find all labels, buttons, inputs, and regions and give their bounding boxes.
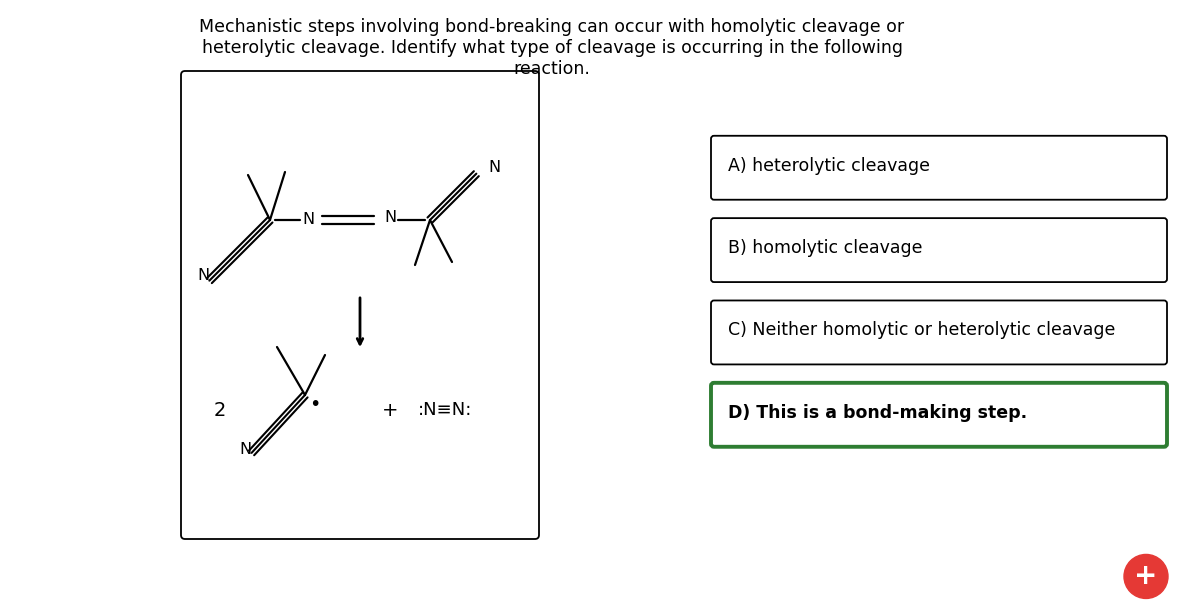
Text: +: + [382, 401, 398, 420]
FancyBboxPatch shape [710, 301, 1166, 364]
FancyBboxPatch shape [710, 218, 1166, 282]
FancyBboxPatch shape [710, 136, 1166, 199]
Text: •: • [310, 395, 320, 415]
Text: N: N [302, 212, 314, 228]
Text: N: N [239, 442, 251, 456]
Text: 2: 2 [214, 401, 226, 420]
Text: B) homolytic cleavage: B) homolytic cleavage [728, 239, 923, 257]
Text: C) Neither homolytic or heterolytic cleavage: C) Neither homolytic or heterolytic clea… [728, 321, 1115, 339]
Text: :N≡N:: :N≡N: [418, 401, 472, 419]
Circle shape [1124, 554, 1168, 598]
FancyBboxPatch shape [181, 71, 539, 539]
FancyBboxPatch shape [710, 383, 1166, 447]
Text: A) heterolytic cleavage: A) heterolytic cleavage [728, 157, 930, 174]
Text: Mechanistic steps involving bond-breaking can occur with homolytic cleavage or
h: Mechanistic steps involving bond-breakin… [199, 18, 905, 78]
Text: N: N [197, 268, 209, 282]
Text: D) This is a bond-making step.: D) This is a bond-making step. [728, 404, 1027, 422]
Text: +: + [1134, 562, 1158, 590]
Text: N: N [384, 209, 396, 224]
Text: N: N [488, 160, 500, 176]
